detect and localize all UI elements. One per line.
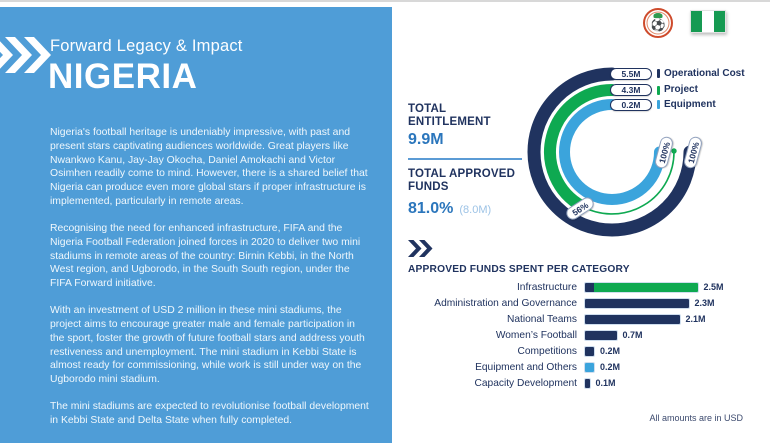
value-pill-equipment: 0.2M (610, 98, 652, 111)
bar-segment (585, 298, 689, 308)
country-title: NIGERIA (48, 57, 198, 96)
bar-value: 0.2M (600, 362, 621, 372)
eagle-icon (653, 13, 663, 18)
bar-row: Administration and Governance 2.3M (408, 297, 766, 309)
bar-track (584, 345, 595, 357)
report-eyebrow: Forward Legacy & Impact (50, 37, 243, 55)
flag-stripe-green (713, 11, 725, 32)
bar-track (584, 377, 591, 389)
bar-track (584, 361, 595, 373)
bar-value: 0.2M (600, 346, 621, 356)
bar-track (584, 313, 681, 325)
legend-label-equipment: Equipment (664, 98, 716, 110)
value-pill-project: 4.3M (610, 84, 652, 96)
bar-segment (585, 362, 594, 372)
bar-value: 2.1M (685, 314, 706, 324)
bar-chart: Infrastructure 2.5M Administration and Gov… (408, 281, 766, 393)
intro-paragraph: Nigeria's football heritage is undeniabl… (50, 127, 368, 208)
remainder-arrow-dot (671, 148, 677, 154)
bar-chart-title: APPROVED FUNDS SPENT PER CATEGORY (408, 264, 630, 275)
bar-value: 0.1M (595, 378, 616, 388)
bar-label: Competitions (517, 345, 577, 357)
legend-tick-project (657, 85, 660, 95)
bar-label: Equipment and Others (475, 361, 577, 373)
nigeria-flag (690, 10, 726, 33)
legend-label-operational-cost: Operational Cost (664, 67, 745, 79)
double-chevron-icon (0, 37, 52, 78)
bar-row: Equipment and Others 0.2M (408, 361, 766, 373)
total-entitlement-value: 9.9M (408, 131, 444, 149)
total-entitlement-label: TOTAL ENTITLEMENT (408, 103, 491, 128)
total-approved-label: TOTAL APPROVED FUNDS (408, 168, 516, 193)
total-approved-amount: (8.0M) (459, 203, 492, 216)
bar-label: Women’s Football (495, 329, 577, 341)
bar-row: Competitions 0.2M (408, 345, 766, 357)
bar-track (584, 281, 699, 293)
investment-paragraph: With an investment of USD 2 million in t… (50, 305, 365, 386)
footnote: All amounts are in USD (649, 413, 743, 423)
bar-label: Infrastructure (516, 281, 577, 293)
value-pill-operational-cost: 5.5M (610, 67, 652, 80)
donut-arcs (527, 67, 697, 237)
bar-row: Capacity Development 0.1M (408, 377, 766, 389)
top-divider (0, 0, 770, 2)
bar-value: 2.3M (694, 298, 715, 308)
bar-value: 0.7M (622, 330, 643, 340)
legend-tick-equipment (657, 100, 660, 109)
bar-row: Infrastructure 2.5M (408, 281, 766, 293)
donut-arc-project (544, 84, 618, 213)
bar-label: Capacity Development (474, 377, 578, 389)
left-panel: Forward Legacy & Impact NIGERIA Nigeria'… (0, 7, 392, 443)
bar-label: Administration and Governance (434, 297, 577, 309)
totals-block: TOTAL ENTITLEMENT 9.9M TOTAL APPROVED FU… (408, 103, 530, 218)
entitlement-donut-chart: 5.5M 4.3M 0.2M Operational Cost Project … (512, 52, 745, 252)
donut-remainder-line (581, 151, 675, 215)
bar-row: National Teams 2.1M (408, 313, 766, 325)
bar-segment (585, 330, 617, 340)
legend-tick-operational-cost (657, 69, 660, 78)
project-paragraph: Recognising the need for enhanced infras… (50, 222, 361, 290)
flag-stripe-white (702, 11, 714, 32)
donut-arc-operational-cost (527, 67, 697, 237)
flag-stripe-green (691, 11, 703, 32)
totals-divider (408, 158, 522, 161)
bar-track (584, 297, 690, 309)
bar-value: 2.5M (703, 282, 724, 292)
bar-segment (585, 314, 680, 324)
nff-crest-logo: ⚽ (643, 8, 673, 38)
total-approved-row: 81.0% (8.0M) (408, 197, 530, 218)
legend-label-project: Project (664, 84, 698, 95)
bar-label: National Teams (506, 313, 577, 325)
donut-arc-equipment (559, 99, 665, 205)
bar-segment (585, 378, 590, 388)
bar-segment (585, 282, 594, 292)
bar-track (584, 329, 618, 341)
bar-row: Women’s Football 0.7M (408, 329, 766, 341)
country-description: Nigeria's football heritage is undeniabl… (50, 126, 372, 441)
bar-segment (594, 282, 698, 292)
total-approved-pct: 81.0% (408, 199, 454, 217)
outlook-paragraph: The mini stadiums are expected to revolu… (50, 401, 369, 426)
section-chevron-icon (408, 240, 434, 262)
bar-segment (585, 346, 594, 356)
soccer-ball-icon: ⚽ (650, 17, 666, 32)
